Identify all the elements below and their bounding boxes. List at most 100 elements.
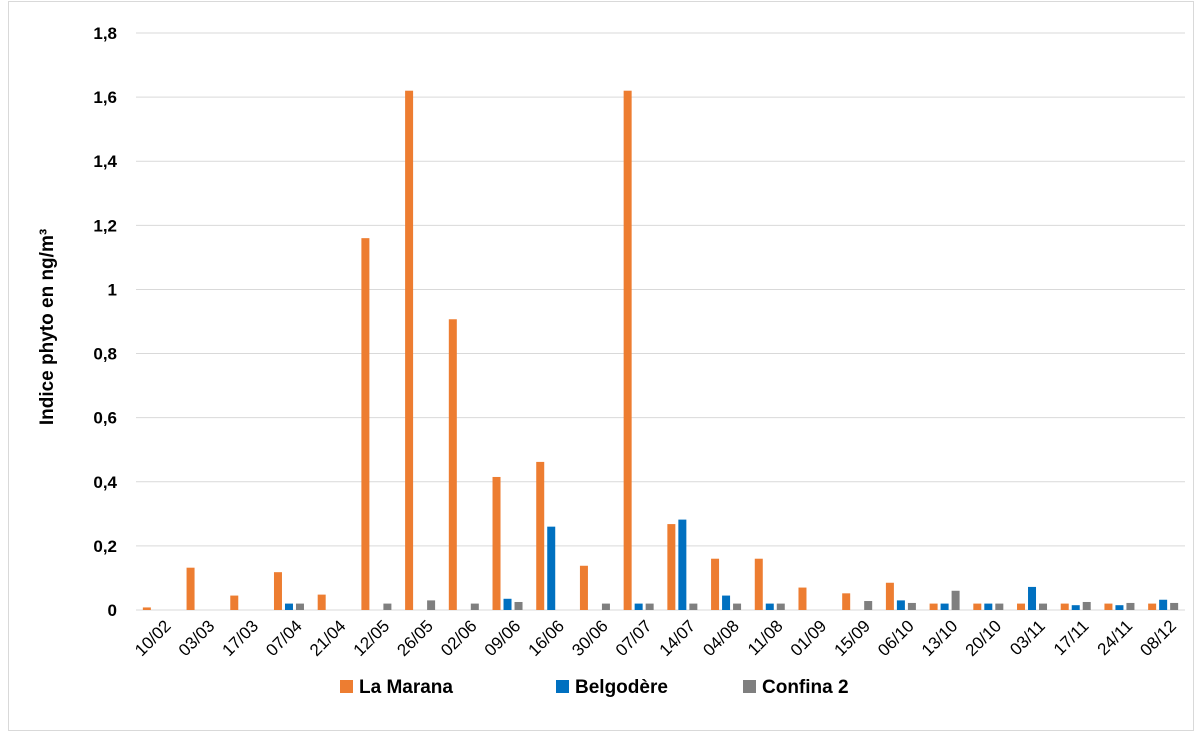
bar [405,90,414,610]
x-category-label: 06/10 [874,616,918,660]
bar [765,603,774,610]
bar [1028,586,1037,610]
bar [1126,602,1135,610]
legend: La Marana Belgodère Confina 2 [340,677,849,698]
bar [1115,605,1124,610]
legend-item: Confina 2 [743,677,849,698]
y-tick-label: 0 [108,601,117,620]
bar [623,90,632,610]
bar [1039,603,1048,610]
legend-label: Belgodère [575,677,668,698]
x-category-label: 24/11 [1094,616,1137,659]
bar [754,558,763,610]
y-tick-label: 0,2 [93,537,117,556]
bar [492,476,501,610]
bars [142,90,1179,610]
bar [601,603,610,610]
x-category-label: 21/04 [306,616,350,660]
bar [907,602,916,610]
x-category-label: 17/03 [219,616,263,660]
legend-item: La Marana [340,677,453,698]
x-category-label: 08/12 [1136,616,1180,660]
bar [634,603,643,610]
y-tick-label: 1,8 [93,24,117,43]
x-category-label: 26/05 [393,616,437,660]
x-category-label: 07/04 [262,616,306,660]
bar [733,603,742,610]
bar [984,603,993,610]
bar [1170,602,1179,610]
bar [864,601,873,610]
x-category-label: 30/06 [568,616,612,660]
x-category-label: 17/11 [1050,616,1093,659]
legend-label: Confina 2 [762,677,849,698]
bar [689,603,698,610]
bar [142,607,151,610]
y-axis-ticks: 0 0,2 0,4 0,6 0,8 1 1,2 1,4 1,6 1,8 [93,24,117,620]
bar [995,603,1004,610]
x-category-label: 14/07 [656,616,700,660]
chart-frame: 0 0,2 0,4 0,6 0,8 1 1,2 1,4 1,6 1,8 10/02 03/03 17/… [8,1,1194,731]
x-category-label: 16/06 [525,616,569,660]
x-category-label: 10/02 [131,616,175,660]
bar [536,461,545,610]
bar [448,319,457,610]
x-category-label: 12/05 [350,616,394,660]
bar [503,598,512,610]
bar [940,603,949,610]
bar [361,238,370,610]
bar [667,524,676,610]
bar [1159,599,1168,610]
x-axis-categories: 10/02 03/03 17/03 07/04 21/04 12/05 26/05 02/06… [131,616,1180,660]
bar [295,603,304,610]
x-category-label: 04/08 [699,616,743,660]
x-category-label: 15/09 [830,616,874,660]
bar [579,565,588,610]
bar [470,603,479,610]
x-category-label: 13/10 [918,616,962,660]
bar [1104,603,1113,610]
legend-item: Belgodère [556,677,668,698]
bar-chart: 00,20,40,60,811,21,41,61,8 10/02 03/03 17/… [37,24,1185,698]
bar [427,600,436,610]
bar [547,526,556,610]
bar [1082,601,1091,610]
x-category-label: 11/08 [744,616,787,659]
bar [798,587,807,610]
y-tick-label: 1,2 [93,216,117,235]
y-tick-label: 1 [108,280,117,299]
x-category-label: 03/03 [175,616,219,660]
bar [1017,603,1026,610]
bar [514,601,523,610]
x-category-label: 01/09 [787,616,831,660]
bar [1071,605,1080,610]
legend-label: La Marana [359,677,453,698]
bar [929,603,938,610]
bar [678,519,687,610]
bar [186,567,195,610]
bar [230,595,239,610]
bar [317,594,326,610]
bar [951,590,960,610]
bar [383,603,392,610]
y-tick-label: 1,6 [93,88,117,107]
y-tick-label: 0,6 [93,409,117,428]
bar [776,603,785,610]
bar [273,572,282,610]
y-tick-label: 1,4 [93,152,117,171]
bar [896,600,905,610]
legend-swatch [556,680,569,693]
y-tick-label: 0,8 [93,345,117,364]
legend-swatch [743,680,756,693]
legend-swatch [340,680,353,693]
bar [1060,603,1069,610]
bar [711,558,720,610]
bar [842,593,851,610]
x-category-label: 20/10 [962,616,1006,660]
x-category-label: 03/11 [1006,616,1049,659]
y-axis-title: Indice phyto en ng/m³ [37,229,58,425]
y-tick-label: 0,4 [93,473,117,492]
x-category-label: 02/06 [437,616,481,660]
bar [885,582,894,610]
bar [645,603,654,610]
